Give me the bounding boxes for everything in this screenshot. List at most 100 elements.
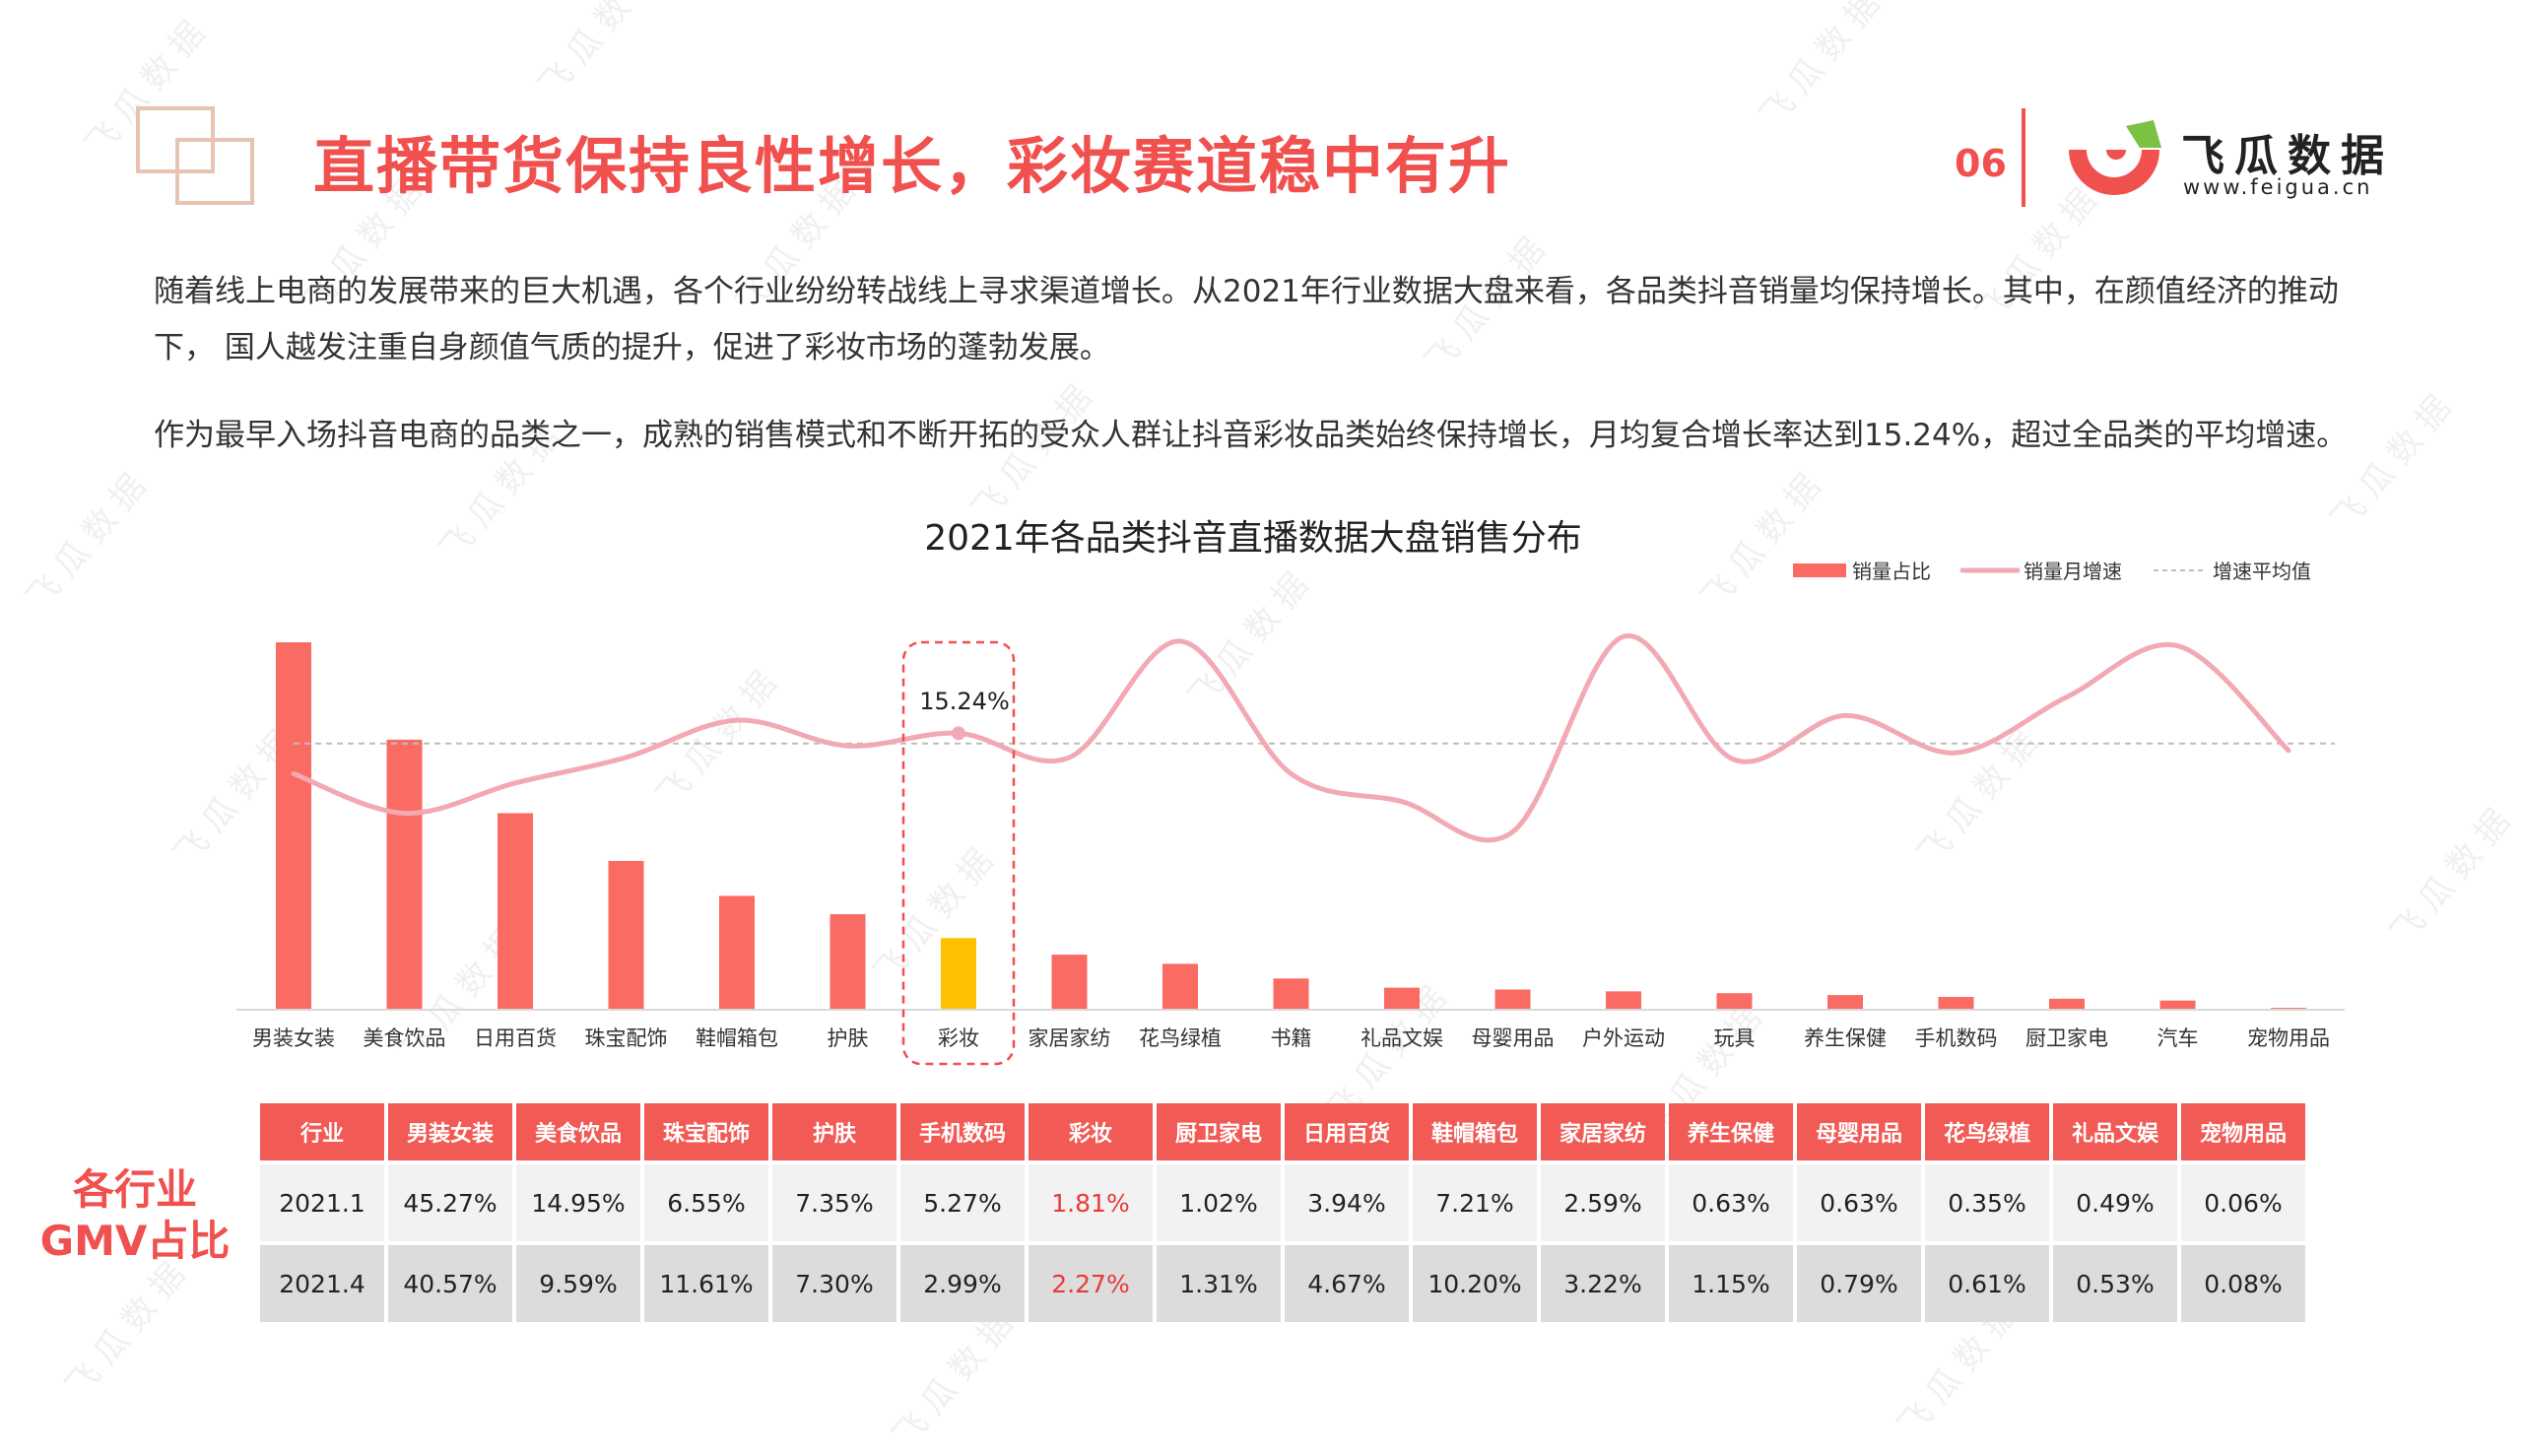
x-tick-label: 书籍 (1271, 1026, 1312, 1050)
legend-swatch-bar (1793, 563, 1846, 577)
table-cell: 0.63% (1669, 1164, 1793, 1241)
bar (498, 813, 533, 1010)
table-cell: 10.20% (1413, 1245, 1537, 1322)
header-divider (2022, 108, 2025, 207)
table-header-cell: 日用百货 (1285, 1103, 1409, 1160)
decor-square (175, 138, 254, 205)
table-cell: 7.21% (1413, 1164, 1537, 1241)
x-tick-label: 日用百货 (474, 1026, 557, 1050)
sales-distribution-chart: 2021年各品类抖音直播数据大盘销售分布 销量占比 销量月增速 增速平均值 男装女装… (236, 518, 2345, 1066)
table-side-label: 各行业 GMV占比 (32, 1164, 238, 1267)
bar (941, 938, 976, 1010)
bar (1273, 978, 1309, 1010)
table-cell: 9.59% (516, 1245, 640, 1322)
bar (1938, 996, 1974, 1010)
table-header-cell: 彩妆 (1029, 1103, 1153, 1160)
bar (1162, 963, 1198, 1010)
table-cell: 1.81% (1029, 1164, 1153, 1241)
bar (1606, 991, 1641, 1010)
bar (1051, 955, 1088, 1010)
x-tick-label: 汽车 (2157, 1026, 2199, 1050)
intro-paragraph: 随着线上电商的发展带来的巨大机遇，各个行业纷纷转战线上寻求渠道增长。从2021年… (154, 274, 2339, 365)
bar (1494, 989, 1531, 1010)
table-header-cell: 厨卫家电 (1157, 1103, 1281, 1160)
chart-legend: 销量占比 销量月增速 增速平均值 (1793, 560, 2311, 583)
table-row: 2021.1 45.27% 14.95% 6.55% 7.35% 5.27% 1.81% 1.… (260, 1164, 2305, 1241)
watermark-text: 飞瓜数据 (57, 1247, 200, 1407)
legend-label: 销量月增速 (2024, 560, 2122, 583)
intro-paragraph: 作为最早入场抖音电商的品类之一，成熟的销售模式和不断开拓的受众人群让抖音彩妆品类… (154, 418, 2348, 453)
brand-url: www.feigua.cn (2183, 175, 2373, 199)
table-cell: 6.55% (644, 1164, 768, 1241)
table-header-cell: 礼品文娱 (2053, 1103, 2177, 1160)
x-tick-label: 母婴用品 (1472, 1026, 1555, 1050)
x-tick-label: 护肤 (828, 1026, 869, 1050)
table-cell: 40.57% (388, 1245, 512, 1322)
table-cell: 0.61% (1925, 1245, 2049, 1322)
bar (2159, 1000, 2196, 1010)
table-header-cell: 宠物用品 (2181, 1103, 2305, 1160)
table-header-cell: 手机数码 (900, 1103, 1025, 1160)
bar (608, 860, 644, 1010)
bar (386, 739, 423, 1010)
x-tick-label: 厨卫家电 (2025, 1026, 2108, 1050)
x-tick-label: 宠物用品 (2247, 1026, 2330, 1050)
table-cell: 0.08% (2181, 1245, 2305, 1322)
table-cell: 1.15% (1669, 1245, 1793, 1322)
bar (1716, 993, 1753, 1010)
highlight-dashed-box (901, 640, 1016, 1066)
legend-label: 增速平均值 (2213, 560, 2311, 583)
table-cell: 11.61% (644, 1245, 768, 1322)
table-header-cell: 鞋帽箱包 (1413, 1103, 1537, 1160)
table-cell: 0.49% (2053, 1164, 2177, 1241)
table-header-cell: 美食饮品 (516, 1103, 640, 1160)
bar (830, 914, 866, 1010)
table-cell: 5.27% (900, 1164, 1025, 1241)
table-header-cell: 行业 (260, 1103, 384, 1160)
table-cell: 2.27% (1029, 1245, 1153, 1322)
table-cell: 0.53% (2053, 1245, 2177, 1322)
bar (2049, 998, 2085, 1010)
growth-line-series (291, 632, 2291, 843)
table-cell: 0.63% (1797, 1164, 1921, 1241)
x-tick-label: 礼品文娱 (1361, 1026, 1443, 1050)
x-tick-label: 家居家纺 (1029, 1026, 1111, 1050)
x-tick-label: 男装女装 (252, 1026, 335, 1050)
table-cell: 2021.1 (260, 1164, 384, 1241)
x-tick-label: 养生保健 (1804, 1026, 1887, 1050)
bar (719, 895, 755, 1010)
data-label: 15.24% (919, 688, 1010, 715)
gmv-share-table: 行业 男装女装 美食饮品 珠宝配饰 护肤 手机数码 彩妆 厨卫家电 日用百货 鞋帽箱包 家居家纺 养生… (256, 1099, 2309, 1326)
table-header-row: 行业 男装女装 美食饮品 珠宝配饰 护肤 手机数码 彩妆 厨卫家电 日用百货 鞋帽箱包 家居家纺 养生… (260, 1103, 2305, 1160)
feigua-logo-icon (2069, 120, 2161, 195)
table-side-label-line: GMV占比 (39, 1217, 231, 1265)
table-cell: 45.27% (388, 1164, 512, 1241)
table-cell: 2.99% (900, 1245, 1025, 1322)
table-header-cell: 护肤 (772, 1103, 896, 1160)
legend-label: 销量占比 (1852, 560, 1931, 583)
bar-series (276, 642, 2306, 1010)
table-header-cell: 母婴用品 (1797, 1103, 1921, 1160)
table-header-cell: 家居家纺 (1541, 1103, 1665, 1160)
table-cell: 3.94% (1285, 1164, 1409, 1241)
table-row: 2021.4 40.57% 9.59% 11.61% 7.30% 2.99% 2.27% 1.… (260, 1245, 2305, 1322)
decorative-squares (136, 106, 258, 205)
page-title: 直播带货保持良性增长，彩妆赛道稳中有升 (313, 130, 1512, 202)
x-tick-label: 花鸟绿植 (1139, 1026, 1222, 1050)
table-cell: 7.30% (772, 1245, 896, 1322)
table-header-cell: 珠宝配饰 (644, 1103, 768, 1160)
table-cell: 2.59% (1541, 1164, 1665, 1241)
x-tick-label: 美食饮品 (364, 1026, 446, 1050)
table-header-cell: 男装女装 (388, 1103, 512, 1160)
table-cell: 1.31% (1157, 1245, 1281, 1322)
bar (1827, 995, 1863, 1010)
brand-logo: 飞瓜数据 www.feigua.cn (2063, 116, 2408, 205)
table-cell: 4.67% (1285, 1245, 1409, 1322)
table-header-cell: 花鸟绿植 (1925, 1103, 2049, 1160)
page-number: 06 (1955, 142, 2007, 185)
table-cell: 3.22% (1541, 1245, 1665, 1322)
x-tick-label: 鞋帽箱包 (696, 1026, 778, 1050)
x-tick-label: 珠宝配饰 (585, 1026, 668, 1050)
table-cell: 0.79% (1797, 1245, 1921, 1322)
table-side-label-line: 各行业 (72, 1165, 197, 1214)
